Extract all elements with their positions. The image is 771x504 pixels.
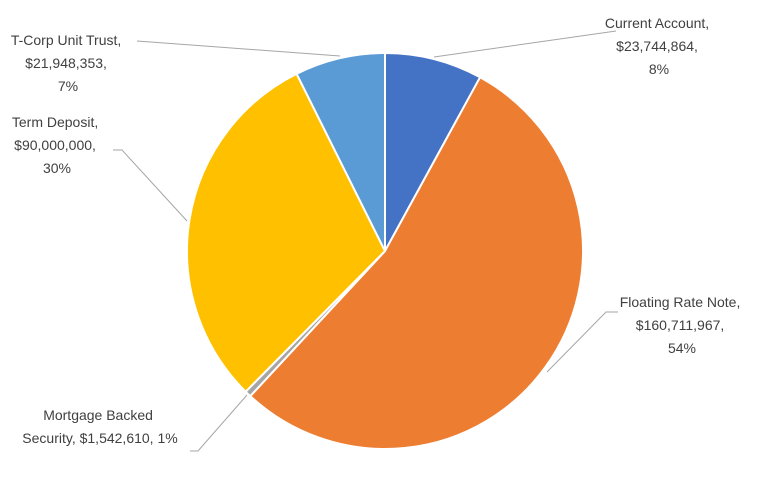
data-label-line: 8% xyxy=(649,61,669,77)
data-label-t-corp-unit-trust: T-Corp Unit Trust, $21,948,353, 7% xyxy=(11,32,125,94)
data-label-term-deposit: Term Deposit, $90,000,000, 30% xyxy=(12,114,102,176)
leader-line-t-corp-unit-trust xyxy=(136,40,341,57)
leader-lines xyxy=(113,30,618,452)
data-label-current-account: Current Account, $23,744,864, 8% xyxy=(605,15,713,77)
data-label-line: Current Account, xyxy=(605,15,709,31)
data-label-line: Floating Rate Note, xyxy=(620,294,741,310)
leader-line-current-account xyxy=(433,30,617,58)
data-label-line: $160,711,967, xyxy=(636,317,725,333)
data-label-line: T-Corp Unit Trust, xyxy=(11,32,121,48)
leader-line-term-deposit xyxy=(113,149,188,222)
leader-line-floating-rate-note xyxy=(546,311,618,373)
leader-line-mortgage-backed-security xyxy=(190,394,248,452)
data-label-line: $21,948,353, xyxy=(25,55,107,71)
pie-slices xyxy=(186,51,584,450)
data-label-line: Mortgage Backed xyxy=(43,407,153,423)
data-label-line: $23,744,864, xyxy=(616,38,698,54)
data-label-mortgage-backed-security: Mortgage Backed Security, $1,542,610, 1% xyxy=(22,407,177,446)
data-label-line: $90,000,000, xyxy=(14,137,96,153)
data-label-line: 54% xyxy=(668,340,696,356)
pie-slice-floating-rate-note xyxy=(248,75,584,450)
data-label-line: Term Deposit, xyxy=(12,114,98,130)
data-label-line: 30% xyxy=(43,160,71,176)
pie-slice-current-account xyxy=(384,51,482,252)
pie-slice-t-corp-unit-trust xyxy=(295,51,386,252)
data-label-floating-rate-note: Floating Rate Note, $160,711,967, 54% xyxy=(620,294,745,356)
data-label-line: 7% xyxy=(58,78,78,94)
data-label-line: Security, $1,542,610, 1% xyxy=(22,430,177,446)
